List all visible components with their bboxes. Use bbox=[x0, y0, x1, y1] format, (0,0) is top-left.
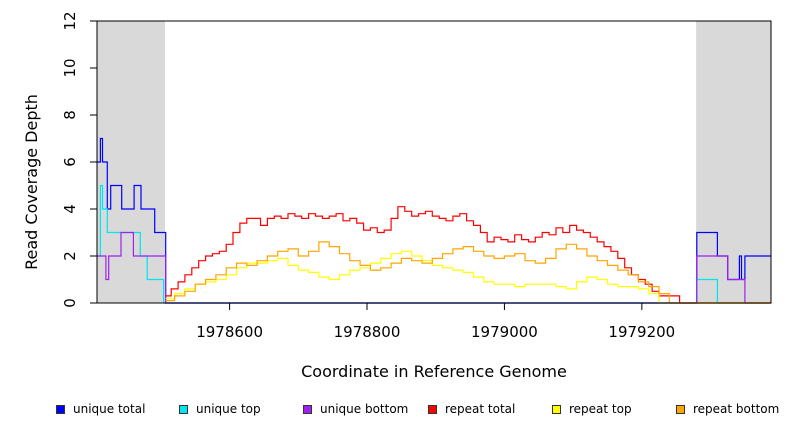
legend-label: repeat total bbox=[445, 402, 516, 416]
legend-item-unique-top: unique top bbox=[179, 398, 261, 420]
series-line-unique-total bbox=[97, 137, 771, 304]
y-tick-label-8: 8 bbox=[61, 110, 79, 120]
y-axis: 0 2 4 6 8 10 12 bbox=[61, 11, 97, 308]
legend: unique total unique top unique bottom repea… bbox=[0, 398, 792, 420]
legend-item-unique-bottom: unique bottom bbox=[303, 398, 408, 420]
series-line-repeat-total bbox=[165, 206, 771, 304]
legend-swatch bbox=[56, 404, 65, 414]
y-tick-label-0: 0 bbox=[61, 298, 79, 308]
x-tick-label-1978600: 1978600 bbox=[196, 323, 263, 341]
legend-label: unique top bbox=[196, 402, 261, 416]
legend-swatch bbox=[676, 404, 685, 414]
legend-swatch bbox=[303, 404, 312, 414]
series-lines bbox=[97, 137, 771, 304]
legend-item-repeat-bottom: repeat bottom bbox=[676, 398, 779, 420]
legend-swatch bbox=[552, 404, 561, 414]
y-tick-label-12: 12 bbox=[61, 11, 79, 30]
x-axis-label: Coordinate in Reference Genome bbox=[301, 362, 567, 381]
series-line-repeat-top bbox=[165, 250, 771, 304]
legend-label: repeat bottom bbox=[693, 402, 780, 416]
series-line-unique-top bbox=[97, 184, 771, 304]
y-tick-label-6: 6 bbox=[61, 157, 79, 167]
legend-swatch bbox=[428, 404, 437, 414]
series-line-unique-bottom bbox=[97, 231, 771, 304]
shaded-region-1 bbox=[696, 21, 771, 303]
legend-item-repeat-total: repeat total bbox=[428, 398, 515, 420]
legend-label: repeat top bbox=[569, 402, 632, 416]
legend-swatch bbox=[179, 404, 188, 414]
legend-label: unique bottom bbox=[320, 402, 409, 416]
x-tick-label-1979200: 1979200 bbox=[608, 323, 675, 341]
legend-item-unique-total: unique total bbox=[56, 398, 145, 420]
y-tick-label-10: 10 bbox=[61, 58, 79, 77]
y-tick-label-4: 4 bbox=[61, 204, 79, 214]
y-tick-label-2: 2 bbox=[61, 251, 79, 261]
x-axis: 1978600 1978800 1979000 1979200 bbox=[196, 303, 675, 341]
coverage-chart: 1978600 1978800 1979000 1979200 0 2 4 6 8 10 12 C… bbox=[22, 11, 772, 381]
series-line-repeat-bottom bbox=[165, 241, 771, 304]
x-tick-label-1978800: 1978800 bbox=[334, 323, 401, 341]
legend-label: unique total bbox=[73, 402, 146, 416]
legend-item-repeat-top: repeat top bbox=[552, 398, 632, 420]
x-tick-label-1979000: 1979000 bbox=[471, 323, 538, 341]
y-axis-label: Read Coverage Depth bbox=[22, 94, 41, 270]
